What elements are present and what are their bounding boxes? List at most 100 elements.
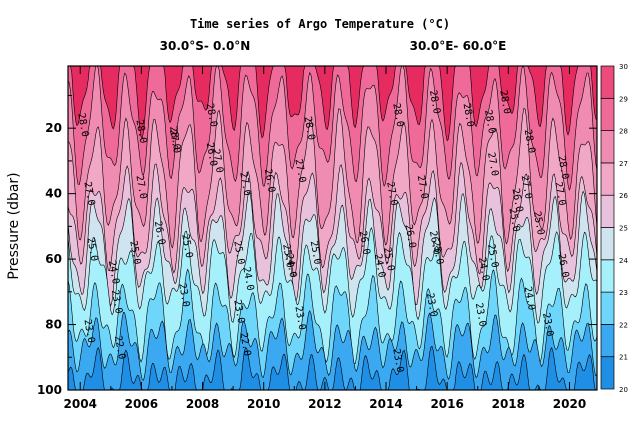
contour-label: 23.0 [176, 282, 191, 308]
contour-label: 24.0 [476, 256, 491, 282]
x-tick-label: 2020 [553, 397, 586, 411]
colorbar-swatch [600, 291, 615, 325]
y-axis-title: Pressure (dbar) [6, 172, 22, 279]
contour-label: 25.0 [308, 240, 323, 266]
contour-label: 23.0 [292, 305, 307, 331]
temperature-field: 28.0 28.0 28.0 28.0 28.0 28.0 28.0 28.0 28.0 28.0… [68, 66, 597, 390]
colorbar-swatch [600, 259, 615, 293]
contour-label: 28.0 [522, 129, 537, 155]
contour-label: 27.0 [210, 148, 225, 174]
lat-range-label: 30.0°S- 0.0°N [160, 39, 251, 53]
y-tick-label: 20 [45, 121, 62, 135]
contour-label: 27.0 [384, 181, 399, 207]
band-20-21 [68, 345, 597, 390]
colorbar-swatch [600, 194, 615, 228]
contour-label: 23.0 [231, 299, 246, 325]
colorbar-tick-label: 23 [619, 289, 628, 297]
band-21-22 [68, 309, 597, 390]
x-tick-label: 2014 [369, 397, 402, 411]
contour-label: 28.0 [427, 89, 442, 115]
contour-label: 25.0 [485, 243, 500, 269]
y-tick-label: 40 [45, 187, 62, 201]
contour-label: 27.0 [81, 181, 96, 207]
x-tick-label: 2006 [125, 397, 158, 411]
contour-label: 25.0 [231, 240, 246, 266]
colorbar-tick-label: 24 [619, 257, 628, 265]
lon-range-label: 30.0°E- 60.0°E [410, 39, 507, 53]
contour-label: 24.0 [240, 266, 255, 292]
x-tick-label: 2018 [492, 397, 525, 411]
colorbar-tick-label: 22 [619, 321, 628, 329]
contour-label: 28.0 [204, 102, 219, 128]
contour-label: 24.0 [283, 253, 298, 279]
chart-title: Time series of Argo Temperature (°C) [190, 17, 450, 31]
plot-frame [67, 65, 598, 391]
colorbar-swatch [600, 130, 615, 164]
colorbar-swatch [600, 65, 615, 99]
contour-label: 27.0 [519, 174, 534, 200]
contour-label: 27.0 [292, 158, 307, 184]
contour-label: 28.0 [75, 112, 90, 138]
contour-label: 28.0 [461, 102, 476, 128]
contour-label: 25.0 [430, 240, 445, 266]
contour-label: 25.0 [84, 237, 99, 263]
contour-label: 25.0 [531, 210, 546, 236]
colorbar-swatch [600, 356, 615, 390]
colorbar-tick-label: 28 [619, 128, 628, 136]
contour-label: 27.0 [552, 181, 567, 207]
contour-label: 26.0 [262, 168, 277, 194]
contour-label: 23.0 [424, 292, 439, 318]
contour-label: 25.0 [127, 240, 142, 266]
y-tick-label: 100 [37, 383, 62, 397]
x-tick-label: 2004 [64, 397, 97, 411]
contour-label: 24.0 [522, 286, 537, 312]
x-tick-label: 2012 [308, 397, 341, 411]
plot-area: 28.0 28.0 28.0 28.0 28.0 28.0 28.0 28.0 28.0 28.0… [68, 66, 597, 390]
contour-label: 28.0 [390, 102, 405, 128]
contour-label: 26.0 [204, 142, 219, 168]
contour-label: 23.0 [390, 348, 405, 374]
colorbar-tick-label: 30 [619, 63, 628, 71]
contour-label: 24.0 [372, 253, 387, 279]
colorbar-tick-label: 27 [619, 160, 628, 168]
contour-label: 24.0 [106, 259, 121, 285]
colorbar-swatch [600, 227, 615, 261]
colorbar-tick-label: 20 [619, 386, 628, 394]
y-tick-label: 60 [45, 252, 62, 266]
contour-label: 26.0 [555, 253, 570, 279]
contour-label: 26.0 [357, 230, 372, 256]
colorbar: 20 21 22 23 24 25 26 27 28 29 30 [600, 63, 628, 394]
contour-label: 28.0 [482, 109, 497, 135]
contour-label: 28.0 [555, 155, 570, 181]
contour-label: 28.0 [167, 125, 182, 151]
contour-label: 26.0 [152, 220, 167, 246]
contour-label: 25.0 [280, 243, 295, 269]
contour-label: 22.0 [237, 331, 252, 357]
contour-label: 26.0 [427, 230, 442, 256]
contour-label: 22.0 [112, 335, 127, 361]
colorbar-swatch [600, 162, 615, 196]
contour-label: 28.0 [302, 115, 317, 141]
colorbar-tick-label: 26 [619, 192, 628, 200]
colorbar-swatch [600, 97, 615, 131]
x-tick-label: 2016 [430, 397, 463, 411]
contour-label: 23.0 [81, 318, 96, 344]
contour-label: 25.0 [506, 207, 521, 233]
contour-label: 26.0 [402, 223, 417, 249]
x-tick-label: 2008 [186, 397, 219, 411]
colorbar-swatch [600, 324, 615, 358]
axes: 2004 2006 2008 2010 2012 2014 2016 2018 20202040… [37, 65, 598, 411]
contour-label: 23.0 [540, 312, 555, 338]
contour-label: 27.0 [133, 174, 148, 200]
colorbar-tick-label: 29 [619, 95, 628, 103]
contour-label: 23.0 [109, 289, 124, 315]
contour-label: 25.0 [179, 233, 194, 259]
contour-label: 27.0 [167, 129, 182, 155]
y-tick-label: 80 [45, 318, 62, 332]
x-tick-label: 2010 [247, 397, 280, 411]
contour-label: 26.0 [509, 187, 524, 213]
contour-label: 27.0 [485, 151, 500, 177]
contour-label: 27.0 [237, 171, 252, 197]
contour-label: 28.0 [133, 119, 148, 145]
